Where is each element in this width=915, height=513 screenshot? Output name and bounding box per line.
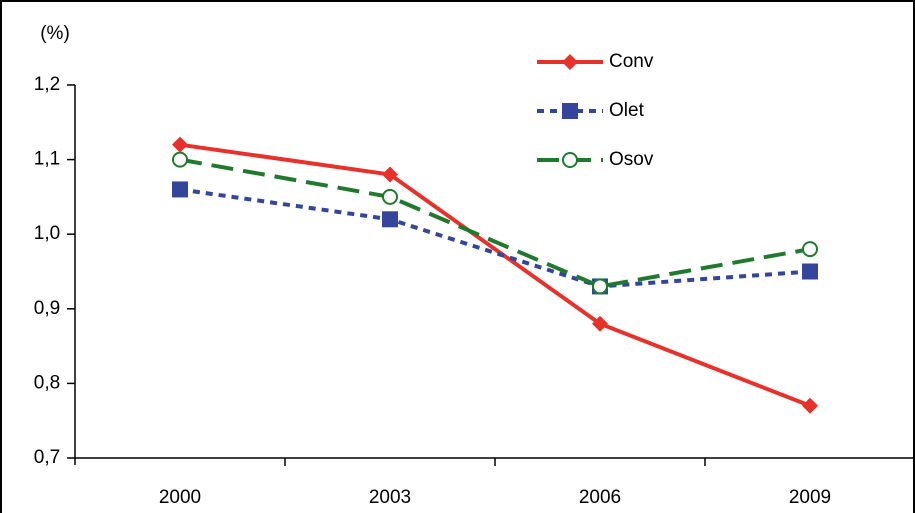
series-line <box>179 187 811 289</box>
x-tick-label: 2009 <box>789 487 831 508</box>
marker <box>562 152 578 168</box>
marker <box>562 54 578 70</box>
series-line <box>179 142 811 408</box>
marker <box>172 181 188 198</box>
marker <box>802 241 818 258</box>
marker <box>382 211 398 228</box>
marker <box>382 188 398 205</box>
marker <box>382 166 398 183</box>
x-tick-label: 2003 <box>369 487 411 508</box>
marker <box>592 315 608 332</box>
legend-label: Conv <box>609 51 654 72</box>
marker <box>802 263 818 280</box>
y-tick-label: 0,8 <box>34 372 60 393</box>
marker <box>592 278 608 295</box>
marker <box>172 151 188 168</box>
x-tick-label: 2006 <box>579 487 621 508</box>
marker <box>802 397 818 414</box>
marker <box>562 103 578 119</box>
y-tick-label: 1,0 <box>34 223 60 244</box>
y-tick-label: 0,7 <box>34 447 60 468</box>
y-tick-label: 1,2 <box>34 74 60 95</box>
legend-label: Osov <box>609 149 654 170</box>
x-tick-label: 2000 <box>159 487 201 508</box>
y-axis-label: (%) <box>40 23 70 44</box>
series-line <box>179 157 811 289</box>
y-tick-label: 0,9 <box>34 298 60 319</box>
legend-label: Olet <box>609 100 645 121</box>
y-tick-label: 1,1 <box>34 149 60 170</box>
marker <box>172 136 188 153</box>
